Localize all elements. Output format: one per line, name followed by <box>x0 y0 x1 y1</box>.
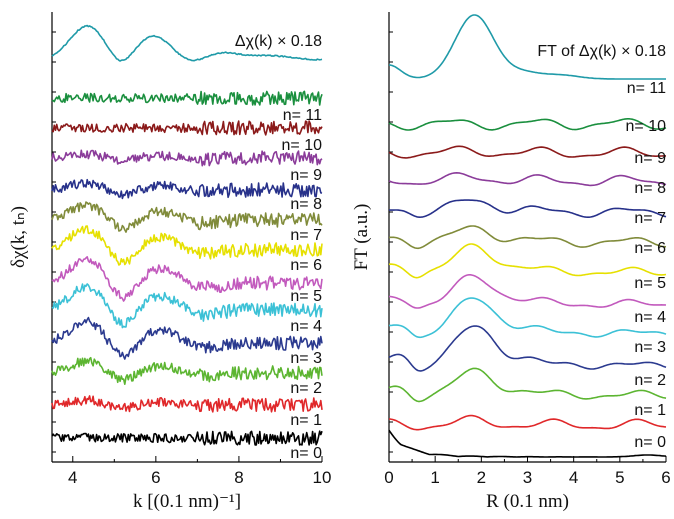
left-series-line <box>51 255 323 302</box>
right-series-line <box>389 199 667 218</box>
right-series-line <box>388 14 666 80</box>
left-series-label: n= 8 <box>290 196 322 213</box>
right-x-tick-label: 1 <box>430 468 439 487</box>
left-series-label: n= 7 <box>290 227 322 244</box>
right-series-line <box>388 325 667 372</box>
right-series-line <box>388 367 667 403</box>
left-series-label: n= 1 <box>290 412 322 429</box>
left-series-line <box>51 24 323 62</box>
left-series-label: n= 5 <box>290 288 322 305</box>
left-series-label: n= 11 <box>283 107 322 124</box>
right-series-line <box>388 429 667 458</box>
left-series-label: n= 0 <box>290 445 322 462</box>
right-series-label: n= 0 <box>634 434 666 451</box>
right-series-line <box>388 118 667 131</box>
right-series-label: n= 2 <box>634 372 666 389</box>
right-series-line <box>388 145 666 159</box>
right-x-tick-label: 4 <box>569 468 578 487</box>
left-series-line <box>51 283 323 329</box>
left-y-axis-title: δχ(k, tₙ) <box>8 206 29 268</box>
left-x-tick-label: 8 <box>234 468 243 487</box>
left-series-label: n= 10 <box>282 137 323 154</box>
right-x-axis-title: R (0.1 nm) <box>486 491 569 512</box>
left-x-axis-title: k [(0.1 nm)⁻¹] <box>133 491 241 512</box>
left-series-label: n= 2 <box>290 380 322 397</box>
right-x-tick-label: 5 <box>615 468 624 487</box>
right-series-label: n= 11 <box>627 80 666 97</box>
left-series-label: n= 4 <box>290 318 322 335</box>
left-x-tick-label: 10 <box>313 468 332 487</box>
left-series-line <box>51 120 323 136</box>
left-series-label: n= 9 <box>290 167 322 184</box>
left-x-tick-label: 4 <box>68 468 77 487</box>
right-series-label: n= 9 <box>634 150 666 167</box>
right-series-label: n= 4 <box>634 309 666 326</box>
right-series-line <box>388 243 667 279</box>
left-series-line <box>51 316 323 360</box>
left-series-line <box>51 201 323 233</box>
left-series-label: n= 6 <box>290 257 322 274</box>
left-series-label: n= 3 <box>290 350 322 367</box>
right-series-line <box>388 273 667 309</box>
left-series-line <box>51 178 323 200</box>
right-x-tick-label: 0 <box>384 468 393 487</box>
left-series-line <box>51 356 323 386</box>
right-series-label: n= 10 <box>626 118 667 135</box>
right-series-line <box>388 172 667 187</box>
right-series-label: n= 5 <box>634 275 666 292</box>
right-series-label: n= 6 <box>634 240 666 257</box>
right-series-label: n= 3 <box>634 339 666 356</box>
right-chart-panel: 0 1 2 3 4 5 6 R (0.1 nm) FT (a.u.) n= 0 n= 1 n= 2 n=… <box>351 12 671 512</box>
right-x-tick-label: 3 <box>523 468 532 487</box>
left-series-line <box>51 90 323 106</box>
right-y-axis-title: FT (a.u.) <box>351 204 372 271</box>
right-x-tick-label: 6 <box>661 468 670 487</box>
left-series-line <box>51 395 323 413</box>
right-series-line <box>388 225 667 250</box>
right-series-line <box>388 297 667 339</box>
right-panel-title: FT of Δχ(k) × 0.18 <box>537 43 666 60</box>
left-x-tick-label: 6 <box>151 468 160 487</box>
left-series-line <box>51 430 323 446</box>
left-chart-panel: 4 6 8 10 k [(0.1 nm)⁻¹] δχ(k, tₙ) n= 0 n= 1 n= 2… <box>8 12 331 512</box>
left-series-line <box>51 149 323 167</box>
left-series-line <box>51 225 323 266</box>
right-series-label: n= 7 <box>634 210 666 227</box>
right-series-label: n= 1 <box>634 402 666 419</box>
left-panel-title: Δχ(k) × 0.18 <box>235 33 322 50</box>
right-x-tick-label: 2 <box>477 468 486 487</box>
right-series-line <box>388 414 667 431</box>
right-series-label: n= 8 <box>634 180 666 197</box>
